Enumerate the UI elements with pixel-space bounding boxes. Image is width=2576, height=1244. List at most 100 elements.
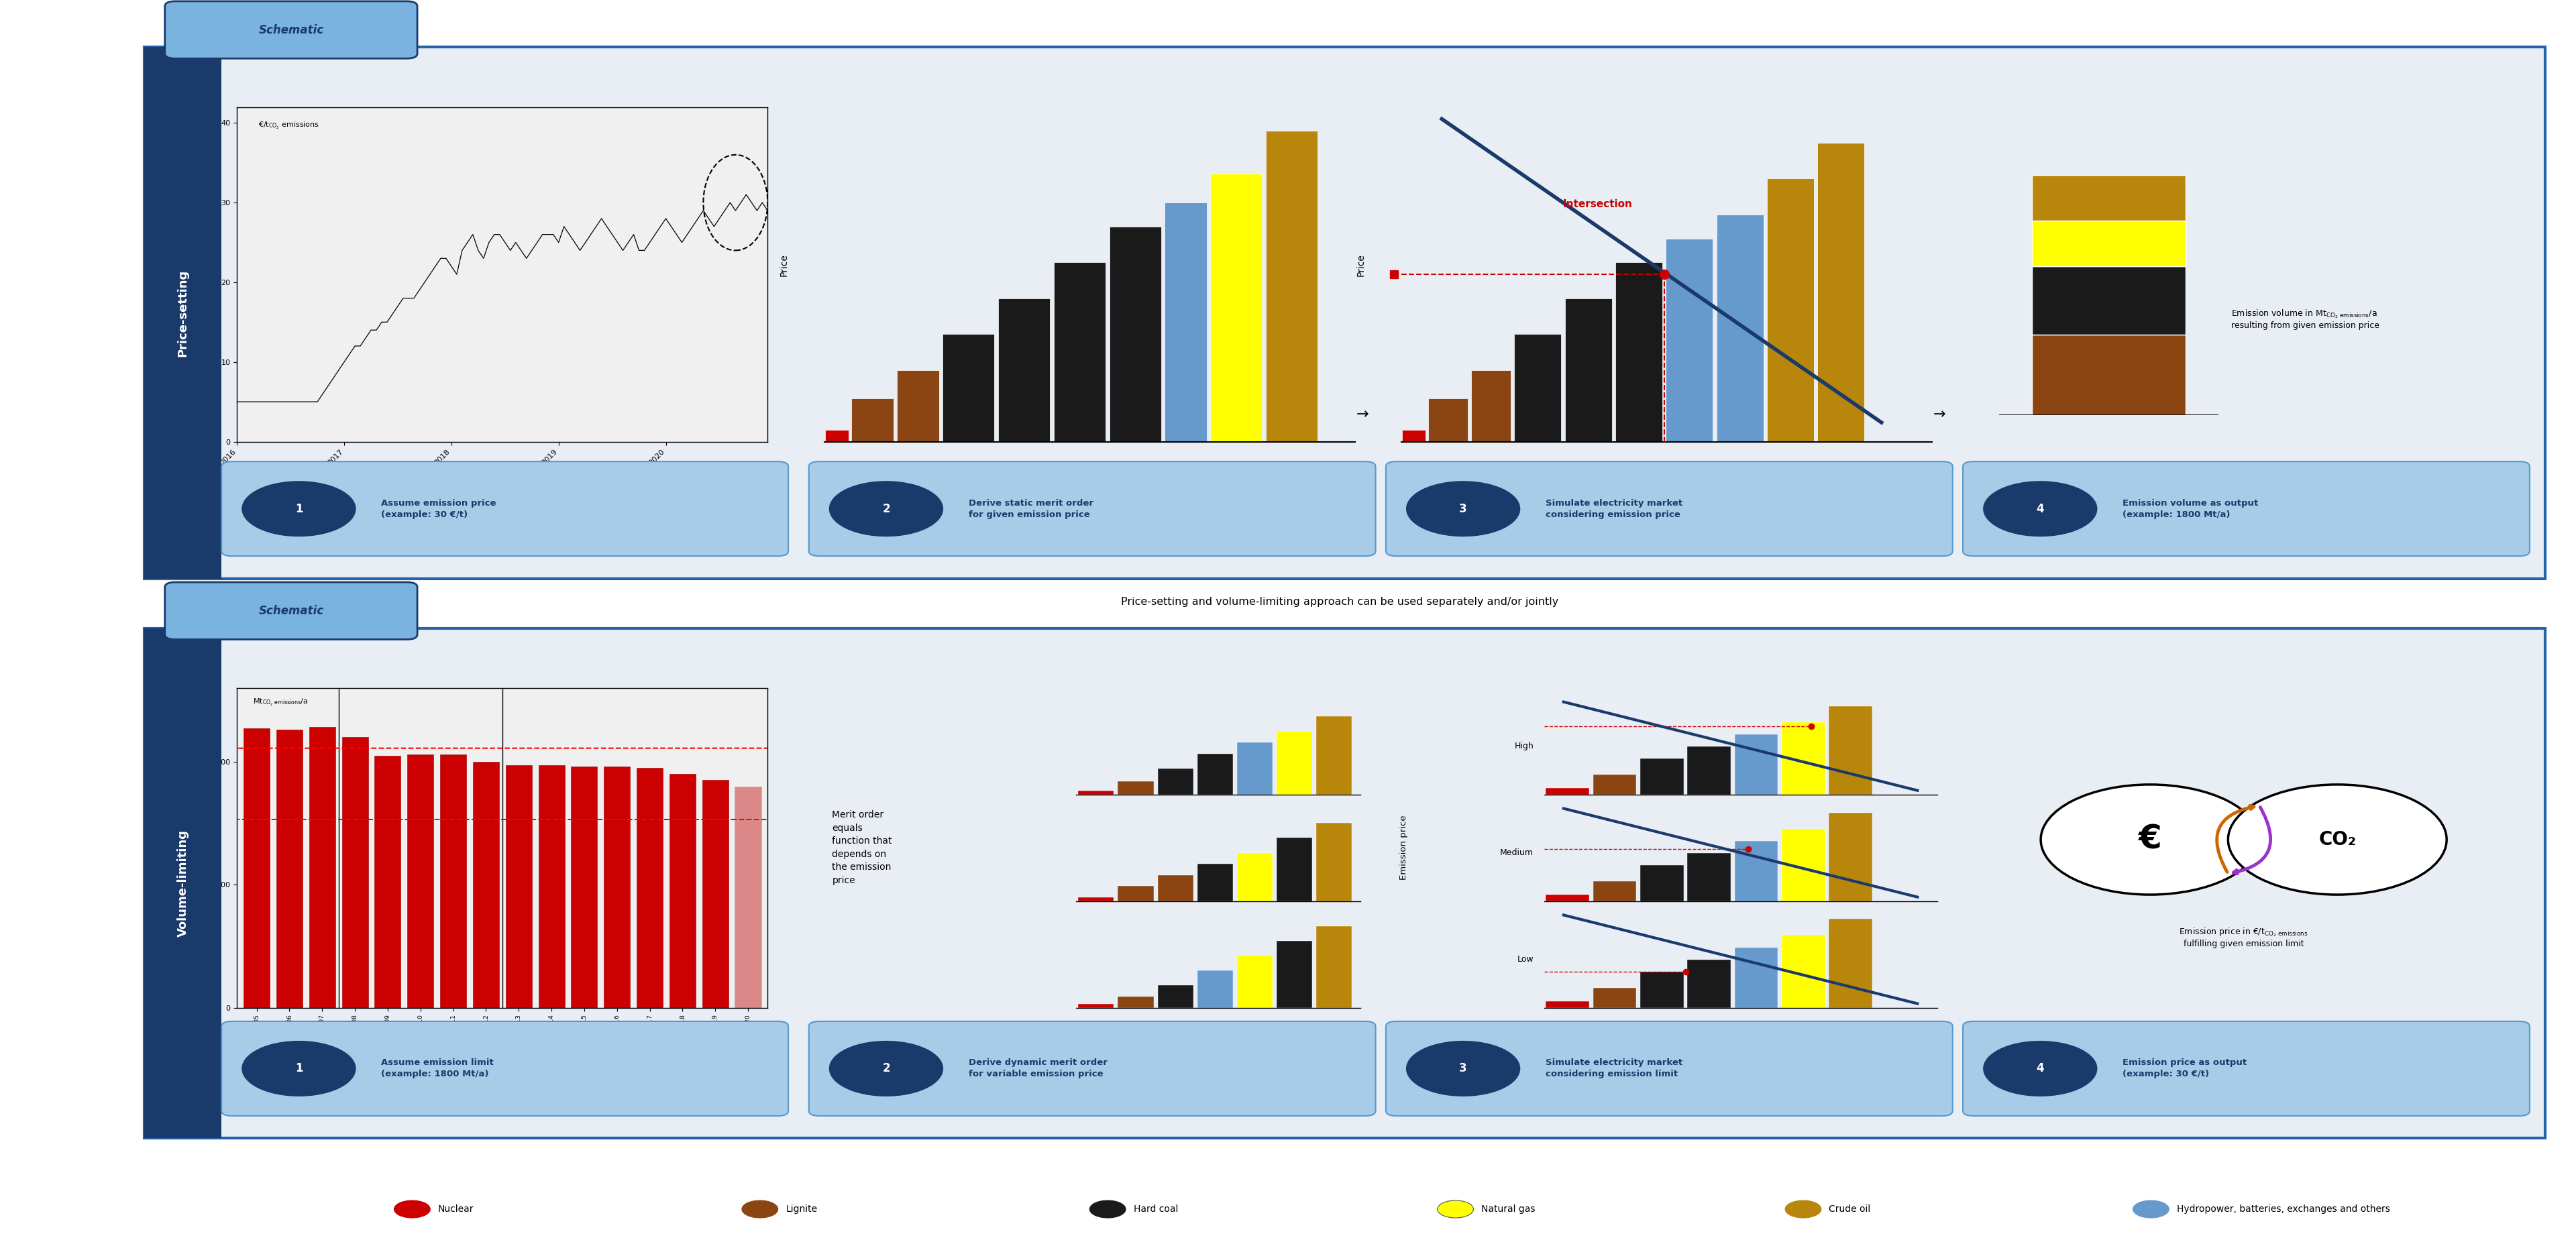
Bar [1687, 853, 1731, 901]
Bar [1211, 174, 1262, 442]
Bar [1118, 996, 1154, 1008]
Text: →: → [1358, 408, 1368, 422]
Text: Emission volume in Mt$_{\mathregular{CO_2\ emissions}}$/a
resulting from given e: Emission volume in Mt$_{\mathregular{CO_… [2231, 307, 2380, 330]
Text: Hard coal: Hard coal [1133, 1204, 1177, 1214]
Text: Derive static merit order
for given emission price: Derive static merit order for given emis… [969, 499, 1092, 519]
Text: 4: 4 [2035, 503, 2045, 515]
Bar [1316, 824, 1352, 901]
Bar [636, 768, 662, 1008]
Bar [1316, 926, 1352, 1008]
Bar [603, 766, 631, 1008]
Bar [1546, 787, 1589, 795]
Bar [1278, 940, 1311, 1008]
Bar [474, 761, 500, 1008]
Text: Lignite: Lignite [786, 1204, 817, 1214]
Bar [1079, 897, 1113, 901]
Bar [1641, 759, 1685, 795]
Bar [1236, 743, 1273, 795]
Bar [1471, 369, 1512, 442]
Bar [703, 780, 729, 1008]
Bar [440, 754, 466, 1008]
Bar [1687, 746, 1731, 795]
Bar [1515, 335, 1561, 442]
Bar [2032, 174, 2184, 220]
Bar [1157, 875, 1193, 901]
Bar [1734, 734, 1777, 795]
Bar [538, 765, 564, 1008]
Bar [1164, 203, 1206, 442]
Text: Price: Price [1355, 254, 1365, 276]
Bar [1641, 865, 1685, 901]
Bar [824, 429, 848, 442]
Bar [1401, 429, 1425, 442]
Bar [670, 774, 696, 1008]
Text: Intersection: Intersection [1564, 199, 1633, 209]
Bar [1592, 881, 1636, 901]
Bar [1564, 299, 1613, 442]
Bar [1829, 919, 1873, 1008]
Text: €/t$_{\mathregular{CO_2}}$ emissions: €/t$_{\mathregular{CO_2}}$ emissions [258, 121, 319, 131]
Text: Emission price as output
(example: 30 €/t): Emission price as output (example: 30 €/… [2123, 1059, 2246, 1079]
Bar [1427, 398, 1468, 442]
Bar [505, 765, 531, 1008]
Bar [1592, 774, 1636, 795]
Text: Merit order
equals
function that
depends on
the emission
price: Merit order equals function that depends… [832, 810, 891, 886]
Bar [407, 754, 433, 1008]
Text: €: € [2138, 824, 2161, 856]
Bar [943, 335, 994, 442]
Text: High: High [1515, 741, 1533, 750]
Circle shape [2040, 785, 2259, 894]
Bar [1316, 717, 1352, 795]
Circle shape [2228, 785, 2447, 894]
Bar [1118, 886, 1154, 901]
Bar [1592, 988, 1636, 1008]
Text: Natural gas: Natural gas [1481, 1204, 1535, 1214]
Bar [1716, 214, 1765, 442]
Bar [1198, 863, 1234, 901]
Text: Phase 3: Phase 3 [603, 1071, 631, 1077]
Bar [343, 738, 368, 1008]
Text: 1: 1 [296, 1062, 301, 1075]
Text: 3: 3 [1458, 503, 1468, 515]
Text: 2: 2 [881, 503, 891, 515]
Bar [1687, 959, 1731, 1008]
Bar [1546, 1001, 1589, 1008]
Text: Derive dynamic merit order
for variable emission price: Derive dynamic merit order for variable … [969, 1059, 1108, 1079]
Bar [1819, 143, 1865, 442]
Bar [2032, 220, 2184, 266]
Text: Emission price in €/t$_{\mathregular{CO_2\ emissions}}$
fulfilling given emissio: Emission price in €/t$_{\mathregular{CO_… [2179, 926, 2308, 948]
Bar [1767, 179, 1814, 442]
Text: Phase 1: Phase 1 [283, 1071, 312, 1077]
Text: Assume emission limit
(example: 1800 Mt/a): Assume emission limit (example: 1800 Mt/… [381, 1059, 495, 1079]
Text: 1: 1 [296, 503, 301, 515]
Bar [1278, 731, 1311, 795]
Text: Price: Price [778, 254, 788, 276]
Text: Crude oil: Crude oil [1829, 1204, 1870, 1214]
Text: Price-setting and volume-limiting approach can be used separately and/or jointly: Price-setting and volume-limiting approa… [1121, 597, 1558, 607]
Bar [1278, 838, 1311, 901]
Bar [245, 729, 270, 1008]
Bar [1079, 1004, 1113, 1008]
Bar [1118, 781, 1154, 795]
Text: →: → [1935, 408, 1945, 422]
Text: Schematic: Schematic [258, 605, 325, 617]
Bar [1157, 769, 1193, 795]
Text: Mt$_{\mathregular{CO_2\ emissions}}$/a: Mt$_{\mathregular{CO_2\ emissions}}$/a [252, 698, 309, 708]
Bar [309, 728, 335, 1008]
Text: CO₂: CO₂ [2318, 830, 2357, 848]
Text: Nuclear: Nuclear [438, 1204, 474, 1214]
Bar [374, 755, 402, 1008]
Bar [2032, 335, 2184, 414]
Bar [2032, 266, 2184, 335]
Bar [1157, 985, 1193, 1008]
Bar [997, 299, 1051, 442]
Bar [1783, 829, 1824, 901]
Bar [1110, 226, 1162, 442]
Text: Volume-limiting: Volume-limiting [178, 830, 188, 937]
Bar [1079, 791, 1113, 795]
Bar [276, 730, 301, 1008]
Text: Low: Low [1517, 955, 1533, 964]
Text: Volume: Volume [1288, 470, 1321, 479]
Bar [1236, 853, 1273, 901]
Bar [1641, 972, 1685, 1008]
